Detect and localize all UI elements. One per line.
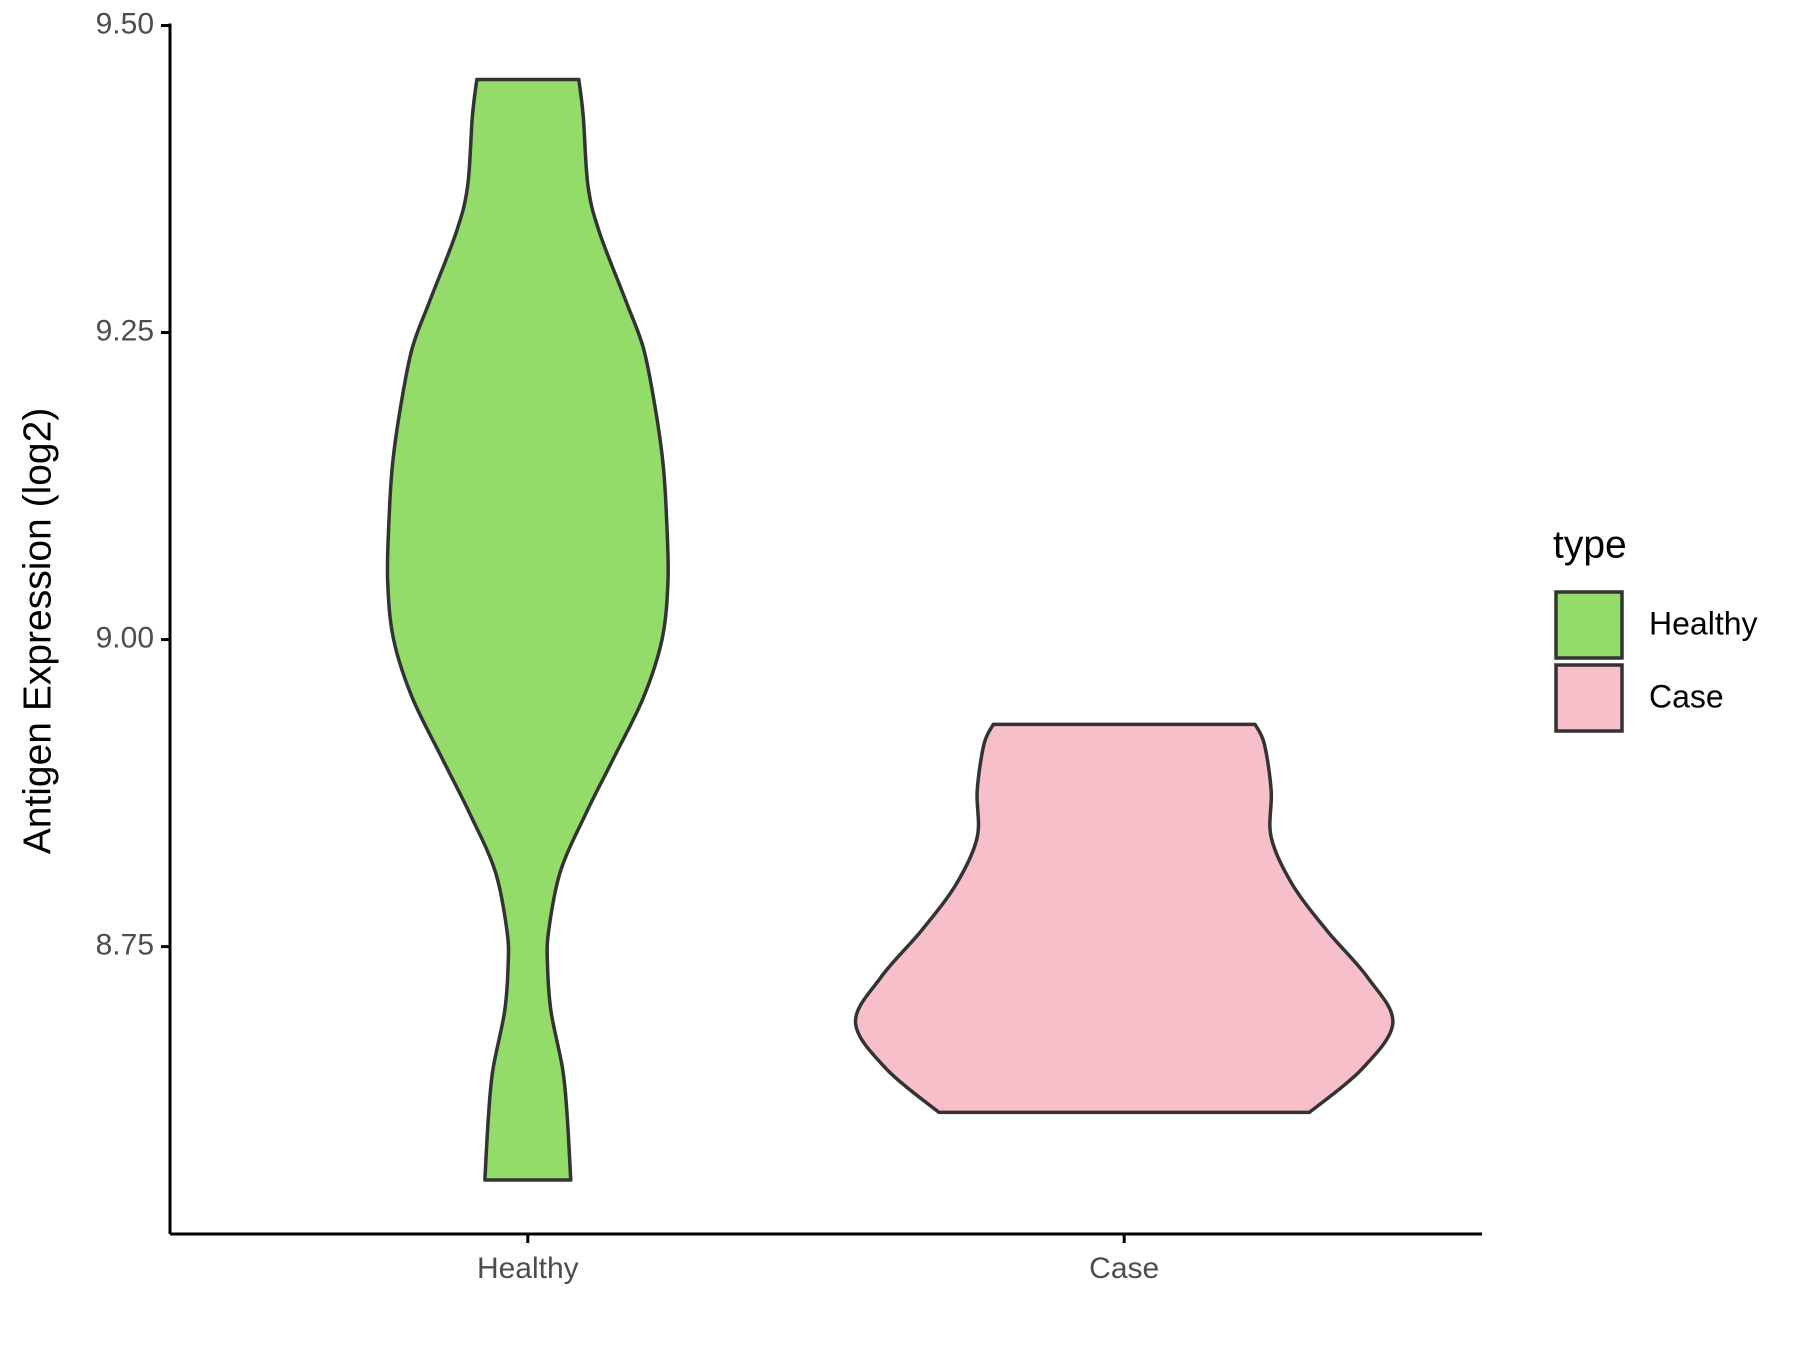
y-axis-title: Antigen Expression (log2) xyxy=(16,408,59,855)
legend-label: Case xyxy=(1649,678,1724,714)
x-tick-label: Case xyxy=(1089,1252,1159,1285)
y-tick-label: 9.00 xyxy=(96,621,154,654)
legend-label: Healthy xyxy=(1649,605,1758,641)
violin xyxy=(853,722,1395,1115)
legend-title: type xyxy=(1553,523,1627,566)
y-tick-label: 8.75 xyxy=(96,929,154,962)
violin xyxy=(385,77,670,1182)
y-tick-label: 9.50 xyxy=(96,7,154,40)
x-tick-label: Healthy xyxy=(477,1252,579,1285)
legend-key xyxy=(1554,590,1624,660)
legend-key xyxy=(1554,663,1624,733)
y-tick-label: 9.25 xyxy=(96,314,154,347)
